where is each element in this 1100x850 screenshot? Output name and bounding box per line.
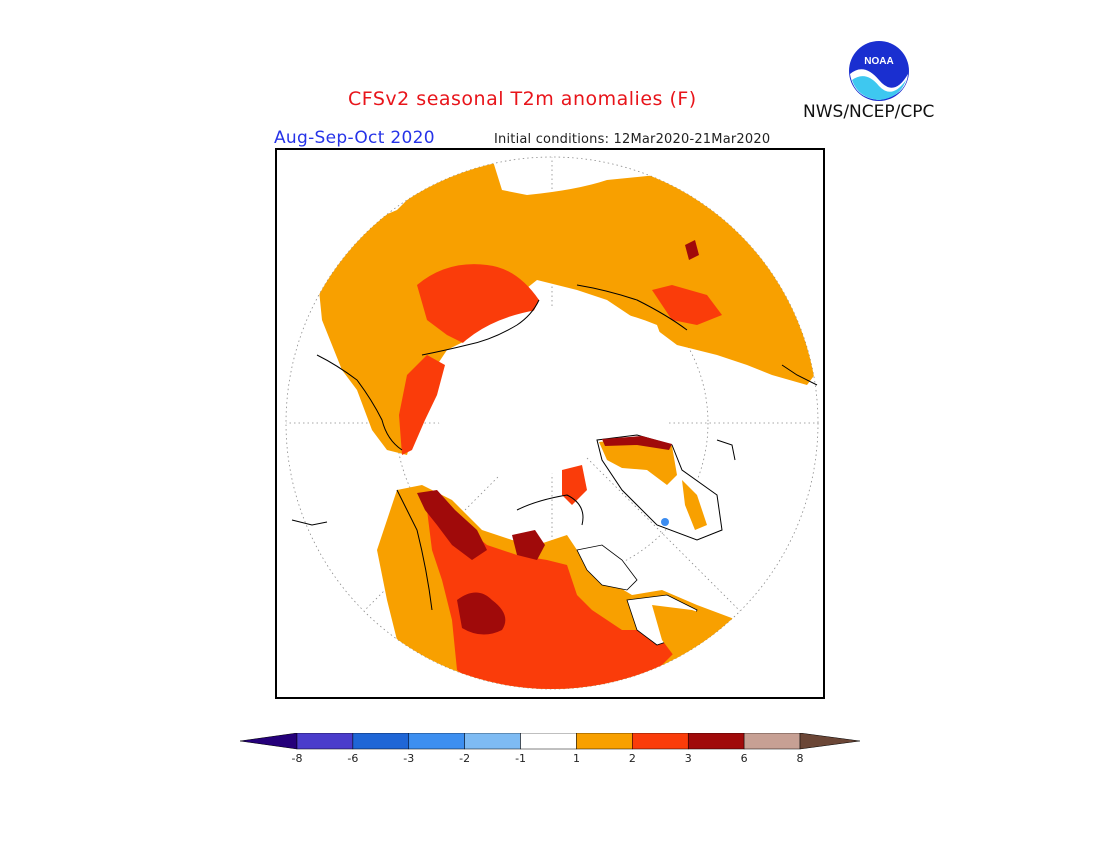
colorbar-tick-label: -6 xyxy=(347,752,359,765)
colorbar-tick-label: -8 xyxy=(291,752,303,765)
colorbar-cell xyxy=(464,732,521,750)
anomaly-eurasia-orange xyxy=(317,158,818,455)
colorbar-tick-label: 2 xyxy=(628,752,636,765)
anomaly-greenland-north-darkred xyxy=(602,436,672,450)
anomaly-north-america-red xyxy=(427,510,677,689)
noaa-logo-text: NOAA xyxy=(864,56,893,67)
colorbar: -8 -6 -3 -2 -1 1 2 3 6 8 xyxy=(239,732,861,773)
anomaly-greenland-east-orange xyxy=(682,480,707,530)
anomaly-europe-red xyxy=(652,285,722,325)
season-label: Aug-Sep-Oct 2020 xyxy=(274,128,435,148)
anomaly-canada-darkred xyxy=(417,490,487,560)
colorbar-cell xyxy=(296,732,354,750)
colorbar-cell xyxy=(520,732,577,750)
noaa-logo: NOAA xyxy=(848,40,910,102)
colorbar-cell xyxy=(576,732,633,750)
polar-map-svg xyxy=(285,156,819,690)
anomaly-baffin-darkred xyxy=(512,530,545,560)
polar-map xyxy=(275,148,825,699)
anomaly-canada-arctic-red xyxy=(562,465,587,505)
colorbar-cell xyxy=(743,732,801,750)
colorbar-tick-label: -1 xyxy=(515,752,527,765)
colorbar-cell xyxy=(352,732,410,750)
coastlines xyxy=(291,284,818,611)
colorbar-low-arrow xyxy=(239,732,298,750)
anomaly-greenland-north-orange xyxy=(599,438,677,485)
colorbar-svg xyxy=(239,732,861,750)
anomaly-greenland-blue xyxy=(661,518,669,526)
anomaly-chukotka-darkred xyxy=(685,240,699,260)
colorbar-tick-label: -3 xyxy=(403,752,415,765)
chart-title: CFSv2 seasonal T2m anomalies (F) xyxy=(348,88,697,110)
colorbar-cell xyxy=(408,732,465,750)
colorbar-cell xyxy=(687,732,745,750)
colorbar-high-arrow xyxy=(799,732,861,750)
colorbar-tick-label: 3 xyxy=(684,752,692,765)
hudson-bay-neutral xyxy=(576,544,638,591)
initial-conditions-label: Initial conditions: 12Mar2020-21Mar2020 xyxy=(494,132,771,147)
graticule-meridian xyxy=(551,422,741,612)
agency-label: NWS/NCEP/CPC xyxy=(803,102,935,122)
arctic-ocean-neutral xyxy=(437,307,677,480)
colorbar-tick-label: 8 xyxy=(796,752,804,765)
colorbar-tick-label: -2 xyxy=(459,752,471,765)
colorbar-cell xyxy=(632,732,689,750)
colorbar-tick-label: 1 xyxy=(572,752,580,765)
anomaly-scandinavia-red xyxy=(399,355,445,455)
anomaly-hudson-darkred xyxy=(457,592,506,635)
colorbar-tick-label: 6 xyxy=(740,752,748,765)
